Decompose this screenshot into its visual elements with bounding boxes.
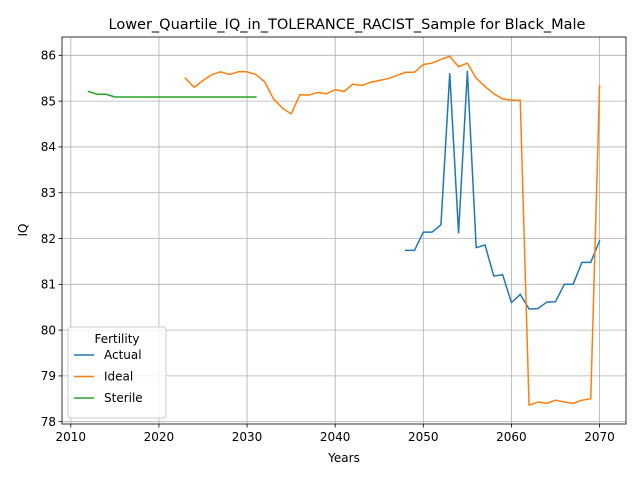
x-axis-label: Years	[327, 451, 360, 465]
y-tick-label: 81	[41, 278, 56, 292]
y-axis: 78 79 80 81 82 83 84 85 86	[41, 49, 62, 429]
x-tick-label: 2050	[408, 430, 439, 444]
y-tick-label: 79	[41, 369, 56, 383]
y-tick-label: 85	[41, 94, 56, 108]
x-tick-label: 2040	[320, 430, 351, 444]
x-tick-label: 2010	[56, 430, 87, 444]
legend-label-ideal: Ideal	[104, 370, 133, 384]
plot-frame	[61, 36, 627, 425]
y-tick-label: 80	[41, 323, 56, 337]
series-line-sterile	[87, 90, 257, 98]
legend-title: Fertility	[94, 332, 139, 346]
legend-label-sterile: Sterile	[104, 391, 143, 405]
x-tick-label: 2030	[232, 430, 263, 444]
y-tick-label: 82	[41, 232, 56, 246]
x-axis: 2010 2020 2030 2040 2050 2060 2070	[56, 424, 615, 444]
legend-box	[67, 326, 167, 419]
legend-label-actual: Actual	[104, 348, 142, 362]
y-tick-label: 84	[41, 140, 56, 154]
x-tick-label: 2020	[144, 430, 175, 444]
series-lines	[87, 55, 601, 406]
chart-title: Lower_Quartile_IQ_in_TOLERANCE_RACIST_Sa…	[109, 17, 586, 33]
series-line-actual	[404, 70, 601, 310]
series-line-ideal	[184, 55, 601, 406]
x-tick-label: 2060	[496, 430, 527, 444]
y-tick-label: 78	[41, 415, 56, 429]
x-tick-label: 2070	[584, 430, 615, 444]
y-tick-label: 83	[41, 186, 56, 200]
legend: Fertility Actual Ideal Sterile	[67, 326, 167, 419]
y-axis-label: IQ	[16, 224, 30, 237]
y-tick-label: 86	[41, 49, 56, 63]
